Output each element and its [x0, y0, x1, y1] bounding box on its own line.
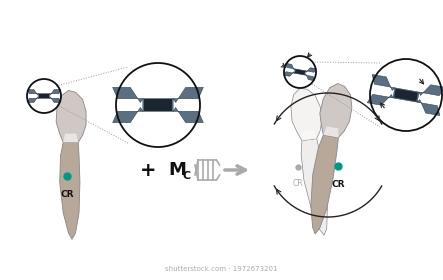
Text: +: +: [140, 160, 156, 179]
Polygon shape: [367, 74, 443, 116]
Polygon shape: [39, 94, 49, 98]
Polygon shape: [394, 88, 418, 101]
Polygon shape: [291, 88, 322, 141]
Polygon shape: [27, 90, 61, 102]
Polygon shape: [320, 83, 352, 137]
Polygon shape: [323, 126, 338, 137]
Polygon shape: [295, 69, 305, 75]
Polygon shape: [56, 90, 86, 143]
Polygon shape: [63, 134, 78, 143]
Polygon shape: [301, 139, 327, 235]
Text: CR: CR: [331, 180, 345, 189]
Text: CR: CR: [60, 190, 74, 199]
Text: shutterstock.com · 1972673201: shutterstock.com · 1972673201: [165, 266, 277, 272]
Text: $\mathbf{M}$: $\mathbf{M}$: [168, 161, 186, 179]
Polygon shape: [302, 130, 317, 141]
Polygon shape: [144, 99, 172, 111]
Text: CR: CR: [293, 179, 303, 188]
Polygon shape: [60, 143, 80, 239]
Polygon shape: [284, 63, 316, 81]
Polygon shape: [311, 135, 338, 234]
Text: $\mathbf{C}$: $\mathbf{C}$: [182, 169, 191, 181]
Polygon shape: [113, 87, 203, 123]
